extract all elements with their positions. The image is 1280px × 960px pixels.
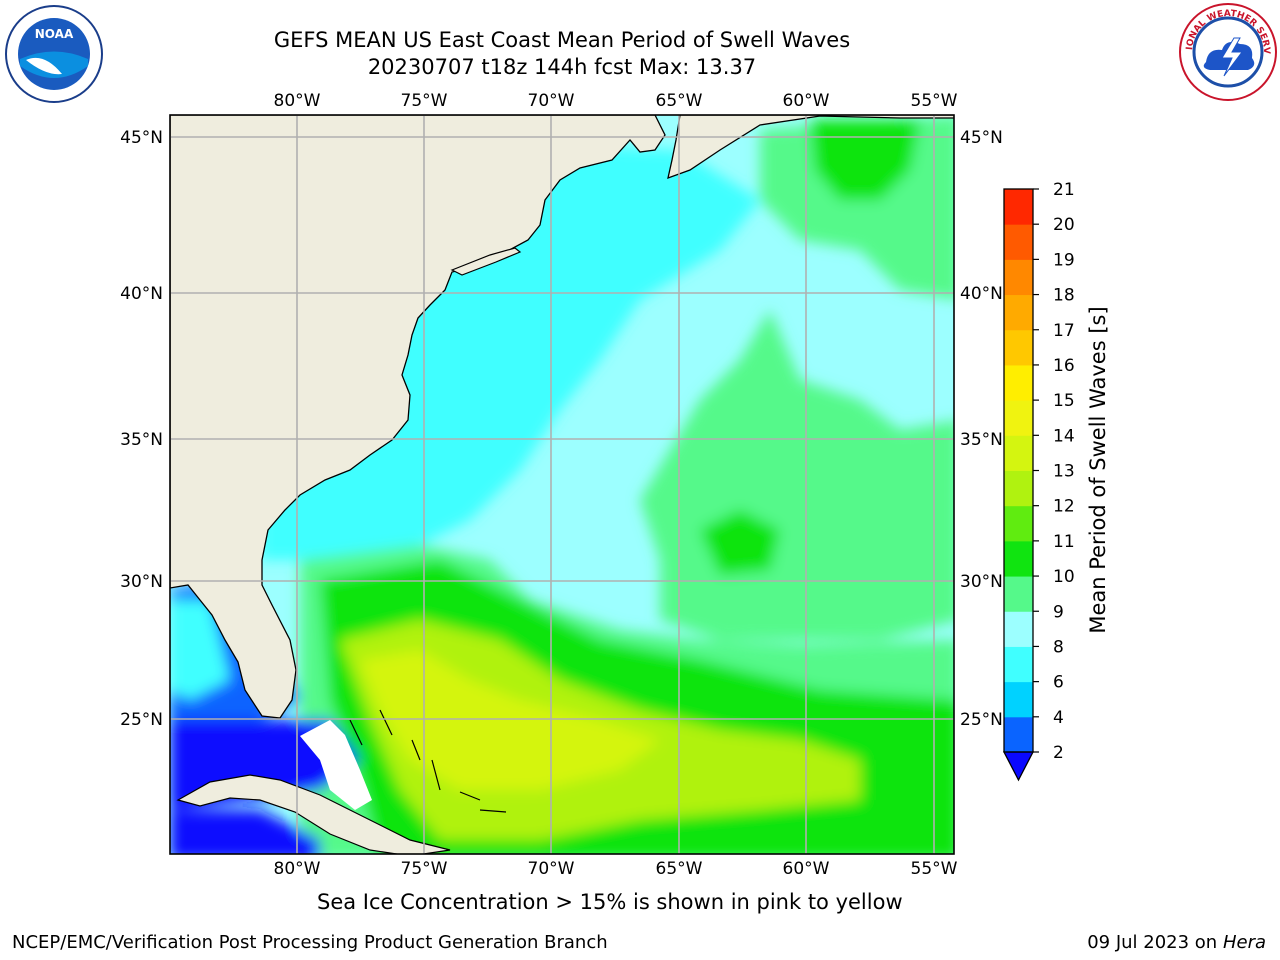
field-yellow-core xyxy=(360,650,660,790)
lat-label: 25°N xyxy=(960,710,1003,730)
colorbar-extend-arrow xyxy=(1002,751,1035,782)
colorbar-tick-label: 9 xyxy=(1053,602,1064,622)
lon-label: 75°W xyxy=(401,91,448,111)
lon-label: 55°W xyxy=(911,859,958,879)
colorbar-swatch xyxy=(1004,611,1033,647)
colorbar-tick-label: 18 xyxy=(1053,286,1075,306)
colorbar-title: Mean Period of Swell Waves [s] xyxy=(1086,306,1110,634)
colorbar-tick-label: 21 xyxy=(1053,180,1075,200)
colorbar-tick-label: 16 xyxy=(1053,356,1075,376)
colorbar-tick-label: 14 xyxy=(1053,426,1075,446)
colorbar-swatch xyxy=(1004,716,1033,753)
colorbar-swatch xyxy=(1004,576,1033,612)
colorbar-swatch xyxy=(1004,364,1033,401)
noaa-logo-icon: NOAA xyxy=(5,5,103,103)
footer-machine: Hera xyxy=(1222,932,1266,953)
lat-label: 35°N xyxy=(960,430,1003,450)
lat-label: 45°N xyxy=(960,128,1003,148)
land-cuba xyxy=(176,774,451,854)
colorbar-tick-label: 2 xyxy=(1053,743,1064,763)
lon-labels-bottom: 80°W 75°W 70°W 65°W 60°W 55°W xyxy=(274,859,958,879)
colorbar-tick-label: 15 xyxy=(1053,391,1075,411)
footer-credit: NCEP/EMC/Verification Post Processing Pr… xyxy=(12,932,608,953)
map-subtitle: 20230707 t18z 144h fcst Max: 13.37 xyxy=(367,55,757,79)
colorbar-swatch xyxy=(1004,224,1033,260)
lon-labels-top: 80°W 75°W 70°W 65°W 60°W 55°W xyxy=(274,91,958,111)
sea-ice-note: Sea Ice Concentration > 15% is shown in … xyxy=(317,890,903,914)
lat-label: 30°N xyxy=(960,572,1003,592)
lon-label: 65°W xyxy=(656,859,703,879)
land-bahamas xyxy=(349,709,507,813)
colorbar-tick-label: 19 xyxy=(1053,250,1075,270)
colorbar-swatch xyxy=(1004,259,1033,296)
colorbar-swatch xyxy=(1004,681,1033,718)
lat-labels-left: 45°N 40°N 35°N 30°N 25°N xyxy=(120,128,163,730)
field-bright-green-east xyxy=(700,510,780,575)
lat-label: 30°N xyxy=(120,572,163,592)
colorbar-swatch xyxy=(1004,189,1033,225)
map-frame xyxy=(169,114,955,855)
field-bright-green-northeast xyxy=(810,120,920,200)
footer-date-text: 09 Jul 2023 on xyxy=(1087,932,1223,953)
lat-label: 40°N xyxy=(960,284,1003,304)
footer-date: 09 Jul 2023 on Hera xyxy=(1087,932,1266,953)
lon-label: 60°W xyxy=(783,91,830,111)
colorbar-swatch xyxy=(1004,435,1033,471)
colorbar-tick-label: 6 xyxy=(1053,673,1064,693)
field-deepblue-caribbean xyxy=(170,810,320,854)
colorbar-tick-label: 20 xyxy=(1053,215,1075,235)
colorbar-tick-label: 4 xyxy=(1053,708,1064,728)
lon-label: 70°W xyxy=(528,859,575,879)
colorbar-tick-label: 11 xyxy=(1053,532,1075,552)
land-north-america xyxy=(170,115,666,719)
noaa-logo-text: NOAA xyxy=(35,27,74,41)
land-long-island xyxy=(450,247,522,276)
colorbar: 2 4 6 8 9 10 11 12 13 14 15 16 17 18 19 20 21 xyxy=(1002,180,1075,782)
colorbar-swatch xyxy=(1004,505,1033,542)
field-cyan-gulf-coast xyxy=(170,600,230,700)
field-cyan-central xyxy=(560,170,720,280)
lon-label: 80°W xyxy=(274,91,321,111)
colorbar-tick-label: 17 xyxy=(1053,321,1075,341)
colorbar-tick-label: 12 xyxy=(1053,497,1075,517)
colorbar-swatch xyxy=(1004,400,1033,436)
lat-label: 40°N xyxy=(120,284,163,304)
colorbar-swatch xyxy=(1004,646,1033,683)
colorbar-swatch xyxy=(1004,294,1033,331)
lat-label: 25°N xyxy=(120,710,163,730)
lat-label: 45°N xyxy=(120,128,163,148)
map-graticule xyxy=(170,115,954,854)
lon-label: 65°W xyxy=(656,91,703,111)
nws-logo-icon: NATIONAL WEATHER SERVICE xyxy=(1178,2,1277,101)
lat-labels-right: 45°N 40°N 35°N 30°N 25°N xyxy=(960,128,1003,730)
lon-label: 75°W xyxy=(401,859,448,879)
colorbar-swatch xyxy=(1004,329,1033,366)
lon-label: 70°W xyxy=(528,91,575,111)
map-title: GEFS MEAN US East Coast Mean Period of S… xyxy=(273,28,851,52)
no-data-bahamas-bank xyxy=(300,720,372,810)
colorbar-swatch xyxy=(1004,540,1033,577)
colorbar-tick-label: 8 xyxy=(1053,637,1064,657)
lon-label: 80°W xyxy=(274,859,321,879)
map-area xyxy=(170,115,954,854)
lon-label: 55°W xyxy=(911,91,958,111)
colorbar-tick-label: 13 xyxy=(1053,462,1075,482)
colorbar-tick-label: 10 xyxy=(1053,567,1075,587)
lat-label: 35°N xyxy=(120,430,163,450)
lon-label: 60°W xyxy=(783,859,830,879)
colorbar-swatch xyxy=(1004,470,1033,507)
